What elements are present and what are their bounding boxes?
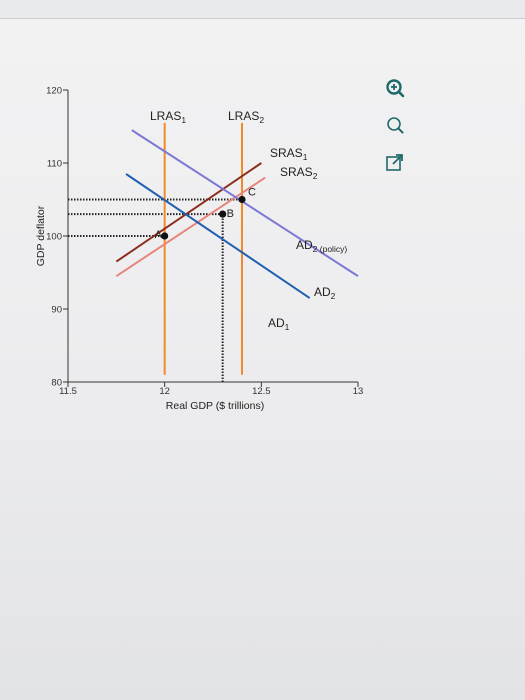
point-C (238, 195, 246, 204)
series-line-sras2 (115, 176, 266, 277)
x-ticks: 11.5 12 12.5 13 (59, 382, 363, 397)
y-ticks: 80 90 100 110 120 (46, 86, 68, 389)
x-tick-label-12.5: 12.5 (252, 386, 271, 397)
point-B (219, 210, 227, 218)
series-label-ad2-policy: AD2 (policy) (296, 238, 347, 254)
series-label-lras1: LRAS1 (150, 109, 186, 125)
series-label-ad2-end: AD2 (314, 285, 336, 301)
point-label-B: B (227, 208, 234, 220)
x-tick-label-11.5: 11.5 (59, 386, 77, 397)
series-label-sras2: SRAS2 (280, 165, 318, 181)
series-lines (115, 122, 359, 375)
x-tick-label-12: 12 (159, 386, 170, 397)
popout-icon (386, 154, 403, 171)
popout-button[interactable] (383, 151, 407, 175)
top-strip (0, 0, 525, 18)
x-tick-label-13: 13 (353, 386, 364, 397)
zoom-in-icon (386, 79, 405, 98)
series-label-ad1: AD1 (268, 316, 290, 332)
equilibrium-points: A B C (155, 187, 256, 242)
point-A (161, 232, 169, 240)
series-labels: LRAS1 LRAS2 SRAS1 SRAS2 AD1 AD2 (policy) AD2 (150, 109, 347, 332)
point-label-A: A (155, 229, 163, 241)
y-tick-label-90: 90 (51, 305, 62, 316)
zoom-out-button[interactable] (383, 114, 407, 138)
series-line-sras1 (115, 162, 262, 263)
point-label-C: C (248, 187, 256, 199)
series-label-lras2: LRAS2 (228, 109, 264, 125)
zoom-out-icon (387, 117, 404, 134)
series-line-ad2-policy (131, 129, 359, 277)
series-line-ad1 (125, 173, 311, 299)
page-background (0, 18, 525, 700)
y-tick-label-110: 110 (47, 159, 62, 170)
header-divider (0, 18, 525, 19)
series-label-sras1: SRAS1 (270, 146, 308, 162)
x-axis-title: Real GDP ($ trillions) (166, 400, 264, 412)
y-tick-label-100: 100 (46, 232, 62, 243)
reference-lines (68, 198, 242, 382)
y-tick-label-80: 80 (51, 378, 62, 389)
zoom-in-button[interactable] (383, 77, 407, 101)
y-axis-title: GDP deflator (35, 205, 47, 266)
y-tick-label-120: 120 (46, 86, 62, 97)
